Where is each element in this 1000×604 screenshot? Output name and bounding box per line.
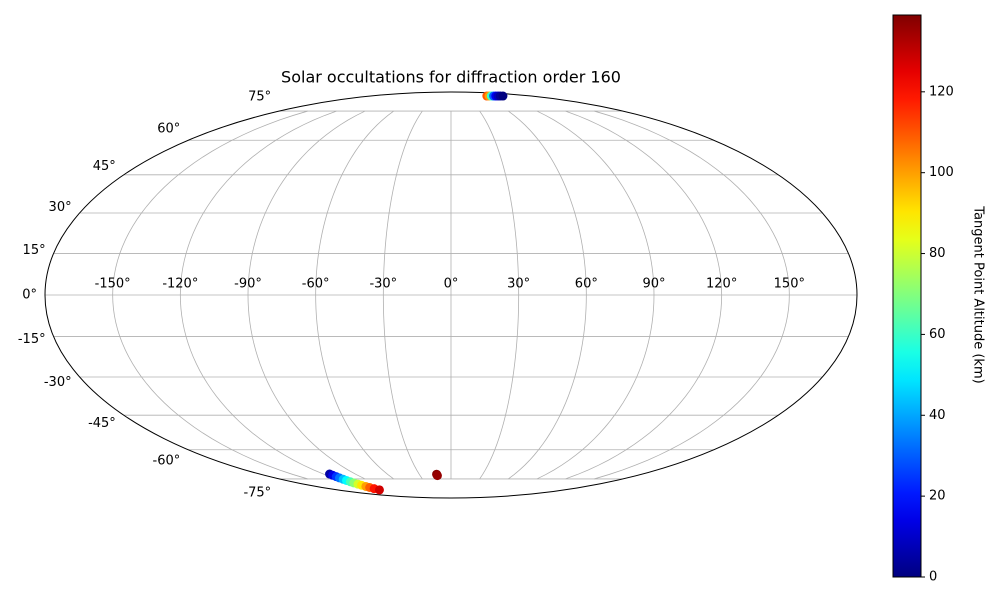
x-tick-label: -90° xyxy=(234,277,262,292)
x-tick-label: 90° xyxy=(642,277,665,292)
colorbar-tick-label: 120 xyxy=(929,84,954,99)
x-tick-label: 0° xyxy=(444,277,459,292)
y-tick-label: 45° xyxy=(93,159,116,174)
y-tick-label: -15° xyxy=(18,332,46,347)
grid-line xyxy=(179,110,337,480)
y-tick-label: -30° xyxy=(44,375,72,390)
x-tick-label: 30° xyxy=(507,277,530,292)
colorbar-label: Tangent Point Altitude (km) xyxy=(971,205,986,383)
x-tick-label: -30° xyxy=(369,277,397,292)
chart-title: Solar occultations for diffraction order… xyxy=(281,68,621,87)
y-tick-label: -75° xyxy=(243,485,271,500)
data-point xyxy=(432,471,442,481)
colorbar-tick-label: 20 xyxy=(929,489,946,504)
y-tick-label: 75° xyxy=(248,90,271,105)
x-tick-label: -120° xyxy=(162,277,198,292)
colorbar-tick-label: 100 xyxy=(929,165,954,180)
colorbar-tick-label: 80 xyxy=(929,246,946,261)
x-tick-label: -150° xyxy=(95,277,131,292)
grid-line xyxy=(565,110,723,480)
y-tick-label: -45° xyxy=(88,416,116,431)
data-point xyxy=(498,91,508,101)
grid-line xyxy=(382,110,423,480)
grid-line xyxy=(594,110,790,480)
data-point xyxy=(374,485,384,495)
colorbar xyxy=(892,14,922,578)
y-tick-label: 15° xyxy=(23,243,46,258)
y-tick-label: 0° xyxy=(22,288,37,303)
colorbar-tick-label: 60 xyxy=(929,327,946,342)
grid-line xyxy=(479,110,520,480)
y-tick-label: 30° xyxy=(49,200,72,215)
grid-line xyxy=(112,110,308,480)
x-tick-label: 60° xyxy=(575,277,598,292)
grid-line xyxy=(536,110,655,480)
grid-line xyxy=(247,110,366,480)
grid-line xyxy=(508,110,587,480)
colorbar-tick-label: 0 xyxy=(929,570,937,585)
y-tick-label: -60° xyxy=(153,453,181,468)
map-boundary xyxy=(44,91,858,499)
grid-line xyxy=(315,110,394,480)
x-tick-label: -60° xyxy=(302,277,330,292)
colorbar-tick-label: 40 xyxy=(929,408,946,423)
x-tick-label: 120° xyxy=(706,277,737,292)
x-tick-label: 150° xyxy=(774,277,805,292)
y-tick-label: 60° xyxy=(157,122,180,137)
